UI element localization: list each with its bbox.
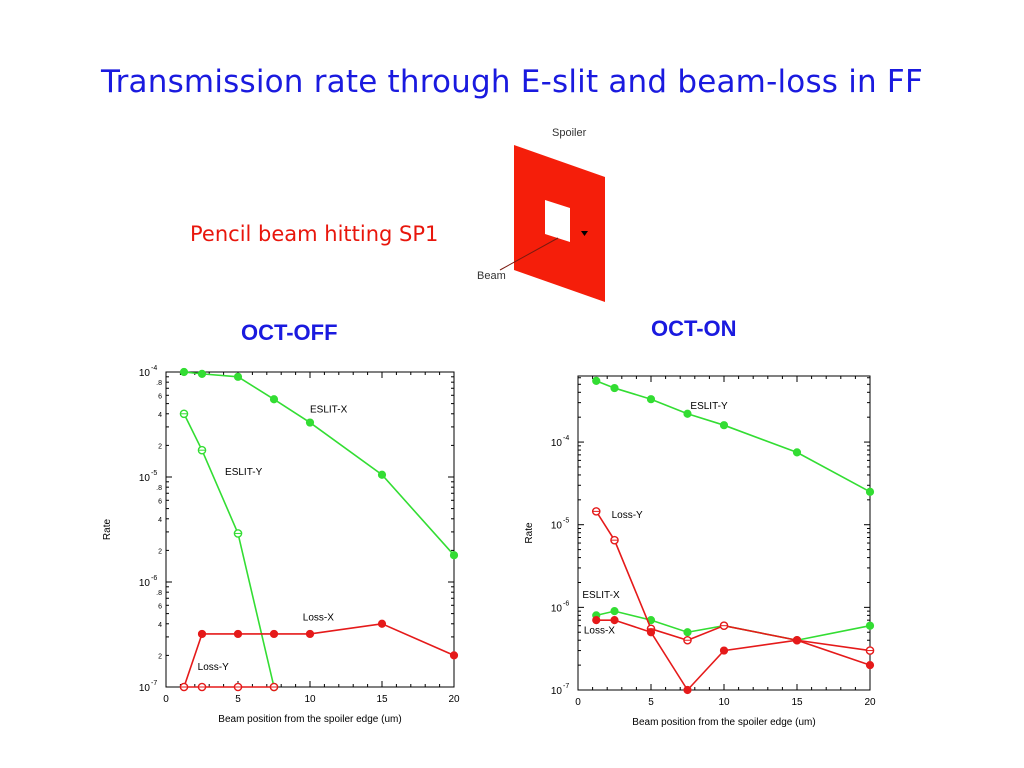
y-tick-label: 2 <box>158 443 162 450</box>
y-tick-label-exponent: -7 <box>151 680 157 687</box>
data-point-eslit-x <box>449 551 459 560</box>
data-point-loss-x <box>377 619 387 628</box>
slide-title: Transmission rate through E-slit and bea… <box>101 64 923 100</box>
y-tick-label: 10 <box>139 683 151 694</box>
data-point-loss-x <box>233 629 243 639</box>
series-line-eslit-x <box>183 371 455 556</box>
series-line-loss-x <box>183 622 455 688</box>
y-axis-label: Rate <box>102 519 113 541</box>
beam-line <box>499 237 559 271</box>
series-line-loss-y <box>595 510 871 652</box>
data-point-eslit-y <box>646 395 656 404</box>
data-point-eslit-y <box>683 409 692 418</box>
y-tick-label: 6 <box>158 393 162 400</box>
data-point-loss-x <box>792 636 802 645</box>
series-label-eslit-x: ESLIT-X <box>582 590 620 601</box>
data-point-loss-x <box>646 628 656 637</box>
data-point-loss-x <box>449 651 459 660</box>
y-tick-label: 10 <box>551 603 563 614</box>
y-tick-label: 10 <box>139 473 151 484</box>
series-label-eslit-x: ESLIT-X <box>310 405 348 416</box>
x-tick-label: 15 <box>791 697 803 708</box>
y-tick-label-exponent: -6 <box>151 575 157 582</box>
y-tick-label: 10 <box>139 578 151 589</box>
y-tick-label: .8 <box>156 590 162 597</box>
spoiler-label: Spoiler <box>552 127 587 139</box>
series-line-eslit-x <box>596 610 871 642</box>
data-point-eslit-x <box>233 372 243 381</box>
y-tick-label: 6 <box>158 498 162 505</box>
data-point-eslit-x <box>865 621 875 630</box>
y-axis-label: Rate <box>524 522 535 544</box>
x-tick-label: 15 <box>376 694 388 705</box>
series-label-loss-x: Loss-X <box>584 626 615 637</box>
y-tick-label: 6 <box>158 603 162 610</box>
series-label-loss-y: Loss-Y <box>198 662 229 673</box>
y-tick-label-exponent: -4 <box>151 365 157 372</box>
data-point-eslit-y <box>792 448 802 457</box>
series-label-eslit-y: ESLIT-Y <box>690 401 728 412</box>
y-tick-label: 2 <box>158 653 162 660</box>
data-point-eslit-x <box>377 470 387 479</box>
data-point-loss-x <box>683 685 692 695</box>
series-label-loss-x: Loss-X <box>303 612 334 623</box>
data-point-loss-x <box>719 646 729 655</box>
series-line-eslit-y <box>183 413 275 688</box>
beam-label: Beam <box>477 270 506 282</box>
x-tick-label: 0 <box>163 694 169 705</box>
panel-label-oct-off: OCT-OFF <box>241 320 338 345</box>
data-point-eslit-y <box>719 421 729 430</box>
series-label-loss-y: Loss-Y <box>612 510 643 521</box>
data-point-loss-x <box>197 629 207 639</box>
y-tick-label: 10 <box>139 368 151 379</box>
x-tick-label: 10 <box>718 697 730 708</box>
panel-label-oct-on: OCT-ON <box>651 316 737 341</box>
data-point-eslit-x <box>305 418 315 427</box>
y-tick-label-exponent: -5 <box>151 470 157 477</box>
data-point-loss-x <box>592 616 601 625</box>
series-line-eslit-y <box>595 380 871 493</box>
y-tick-label: 10 <box>551 686 563 697</box>
y-tick-label-exponent: -6 <box>563 600 569 607</box>
series-label-eslit-y: ESLIT-Y <box>225 467 263 478</box>
data-point-loss-x <box>269 629 279 639</box>
series-line-loss-x <box>596 619 871 692</box>
x-tick-label: 20 <box>864 697 876 708</box>
data-point-eslit-y <box>610 383 619 393</box>
y-tick-label: 10 <box>551 438 563 449</box>
y-tick-label: .8 <box>156 380 162 387</box>
x-axis-label: Beam position from the spoiler edge (um) <box>632 717 815 728</box>
slide-subtitle: Pencil beam hitting SP1 <box>190 222 439 246</box>
data-point-loss-x <box>865 661 875 670</box>
data-point-eslit-x <box>179 367 189 377</box>
y-tick-label-exponent: -4 <box>563 435 569 442</box>
x-axis-label: Beam position from the spoiler edge (um) <box>218 714 401 725</box>
data-point-eslit-x <box>683 628 692 637</box>
spoiler-diagram: Spoiler Beam <box>477 127 605 302</box>
x-tick-label: 0 <box>575 697 581 708</box>
y-tick-label: .8 <box>156 485 162 492</box>
data-point-eslit-y <box>865 487 875 496</box>
beam-arrow-icon <box>581 231 588 236</box>
y-tick-label: 4 <box>158 622 162 629</box>
y-tick-label: 10 <box>551 521 563 532</box>
data-point-loss-x <box>305 629 315 639</box>
data-point-eslit-x <box>197 369 207 378</box>
data-point-eslit-x <box>610 607 619 616</box>
data-point-eslit-x <box>269 395 279 404</box>
data-point-eslit-y <box>592 376 601 385</box>
y-tick-label: 4 <box>158 517 162 524</box>
spoiler-aperture <box>545 200 570 242</box>
y-tick-label: 4 <box>158 412 162 419</box>
data-point-loss-x <box>610 616 619 625</box>
y-tick-label-exponent: -5 <box>563 518 569 525</box>
y-tick-label-exponent: -7 <box>563 683 569 690</box>
x-tick-label: 20 <box>448 694 460 705</box>
x-tick-label: 5 <box>235 694 241 705</box>
y-tick-label: 2 <box>158 548 162 555</box>
x-tick-label: 5 <box>648 697 654 708</box>
x-tick-label: 10 <box>304 694 316 705</box>
